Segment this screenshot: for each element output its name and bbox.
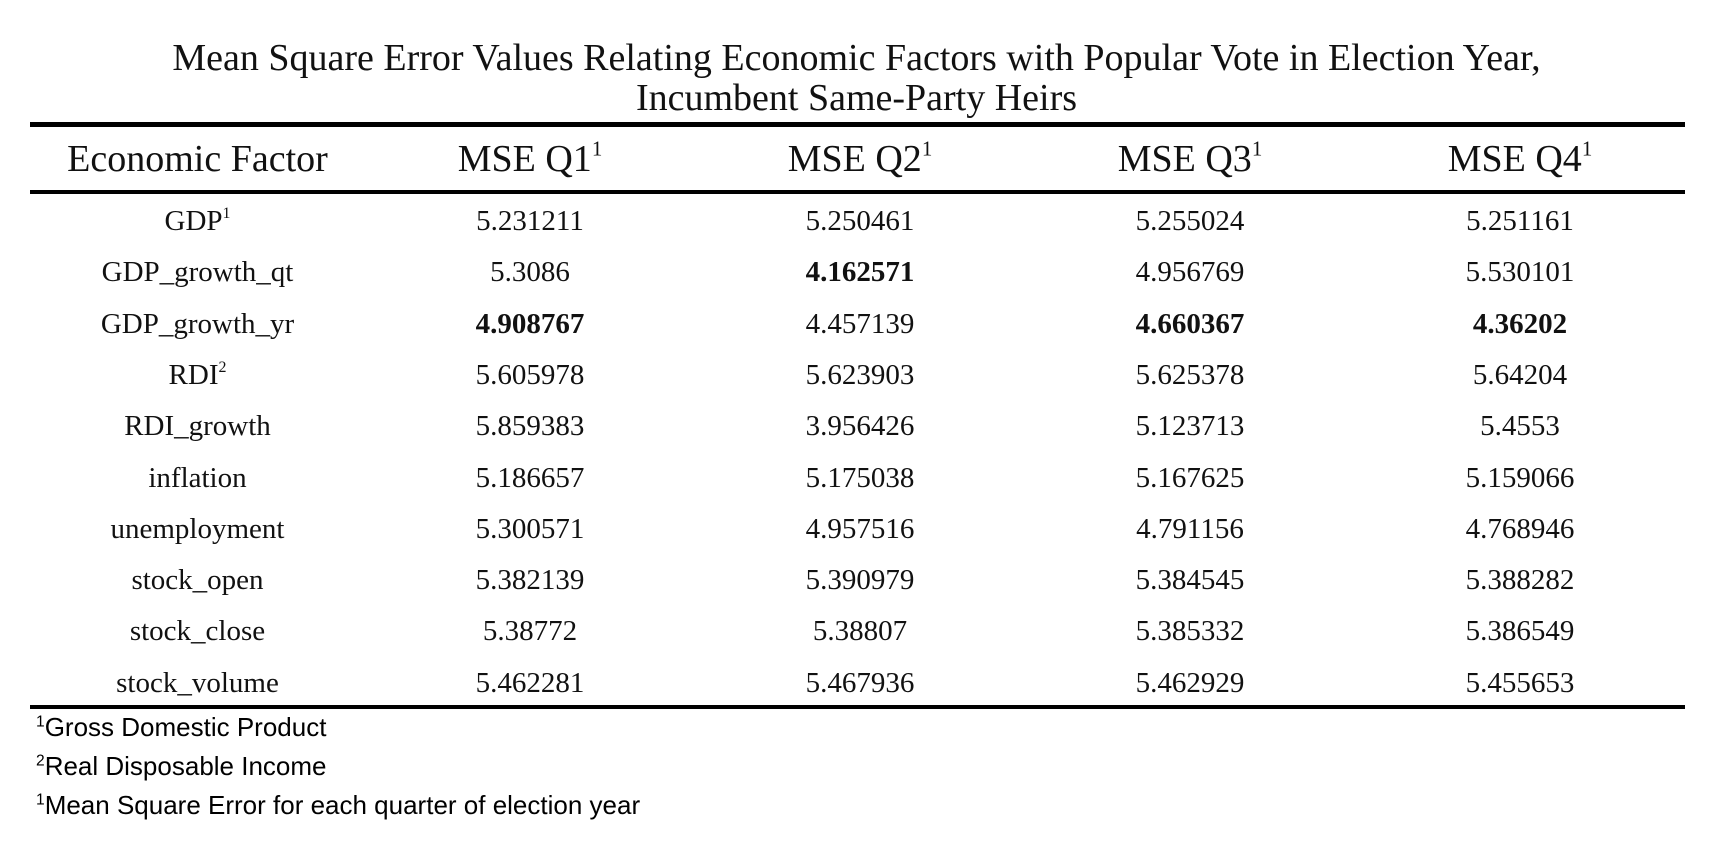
footnote-rdi: 2Real Disposable Income [36, 751, 327, 781]
table-title-line-2: Incumbent Same-Party Heirs [635, 77, 1078, 119]
header-economic-factor: Economic Factor [30, 137, 365, 181]
row-factor-cell: RDI2 [30, 358, 365, 392]
factor-label: stock_close [129, 615, 266, 647]
header-footnote-mark: 1 [921, 136, 933, 161]
mse-q3-cell: 4.956769 [1135, 256, 1245, 288]
mse-q3-cell: 5.385332 [1135, 615, 1245, 647]
header-label: MSE Q4 [1447, 138, 1582, 180]
mse-q4-cell: 5.4553 [1480, 410, 1560, 442]
mse-q3-cell: 5.462929 [1135, 667, 1245, 699]
mse-q1-cell: 5.186657 [475, 462, 585, 494]
mse-q2-cell: 5.175038 [805, 462, 915, 494]
header-mse-q2: MSE Q21 [695, 137, 1025, 181]
mse-q3-cell: 4.660367 [1135, 308, 1245, 340]
mse-q3-cell: 5.255024 [1135, 205, 1245, 237]
row-factor-cell: stock_open [30, 563, 365, 597]
footnote-text: Real Disposable Income [44, 751, 327, 781]
mse-q1-cell: 5.462281 [475, 667, 585, 699]
table-top-rule [30, 122, 1685, 127]
mse-q2-cell: 5.467936 [805, 667, 915, 699]
mse-q1-cell: 5.300571 [475, 513, 585, 545]
header-footnote-mark: 1 [1581, 136, 1593, 161]
mse-q3-cell: 5.167625 [1135, 462, 1245, 494]
mse-q1-cell: 4.908767 [475, 308, 585, 340]
mse-q2-cell: 3.956426 [805, 410, 915, 442]
mse-q4-cell: 4.36202 [1472, 308, 1568, 340]
factor-label: unemployment [110, 513, 285, 545]
factor-label: RDI_growth [124, 410, 271, 442]
factor-label: GDP_growth_qt [101, 256, 294, 288]
mse-q1-cell: 5.231211 [476, 205, 584, 237]
header-label: MSE Q3 [1117, 138, 1252, 180]
footnote-mark: 1 [36, 713, 45, 731]
header-mse-q3: MSE Q31 [1025, 137, 1355, 181]
mse-q2-cell: 5.250461 [805, 205, 915, 237]
factor-label: GDP_growth_yr [100, 308, 295, 340]
row-factor-cell: GDP_growth_qt [30, 255, 365, 289]
mse-q2-cell: 4.162571 [805, 256, 915, 288]
row-factor-cell: stock_volume [30, 666, 365, 700]
row-factor-cell: RDI_growth [30, 409, 365, 443]
footnote-text: Mean Square Error for each quarter of el… [44, 790, 641, 820]
mse-q4-cell: 5.455653 [1465, 667, 1575, 699]
mse-q3-cell: 5.625378 [1135, 359, 1245, 391]
factor-label: RDI [168, 359, 219, 391]
mse-q4-cell: 5.530101 [1465, 256, 1575, 288]
header-label: MSE Q2 [787, 138, 922, 180]
header-mse-q4: MSE Q41 [1355, 137, 1685, 181]
mse-q1-cell: 5.3086 [490, 256, 570, 288]
mse-q2-cell: 5.38807 [812, 615, 908, 647]
mse-q4-cell: 5.64204 [1472, 359, 1568, 391]
footnote-text: Gross Domestic Product [44, 712, 327, 742]
footnote-mark: 1 [36, 791, 45, 809]
row-factor-cell: inflation [30, 461, 365, 495]
factor-label: GDP [164, 205, 223, 237]
mse-q4-cell: 5.159066 [1465, 462, 1575, 494]
factor-footnote-mark: 1 [222, 205, 231, 223]
factor-footnote-mark: 2 [218, 359, 227, 377]
header-label: MSE Q1 [457, 138, 592, 180]
mse-q2-cell: 4.457139 [805, 308, 915, 340]
mse-q4-cell: 5.251161 [1466, 205, 1574, 237]
table-bottom-rule [30, 705, 1685, 709]
mse-q1-cell: 5.382139 [475, 564, 585, 596]
mse-q4-cell: 4.768946 [1465, 513, 1575, 545]
mse-q1-cell: 5.38772 [482, 615, 578, 647]
footnote-mse: 1Mean Square Error for each quarter of e… [36, 790, 640, 820]
mse-q1-cell: 5.605978 [475, 359, 585, 391]
header-mse-q1: MSE Q11 [365, 137, 695, 181]
header-footnote-mark: 1 [591, 136, 603, 161]
mse-q3-cell: 5.384545 [1135, 564, 1245, 596]
table-title-line-1: Mean Square Error Values Relating Econom… [172, 37, 1541, 79]
header-footnote-mark: 1 [1251, 136, 1263, 161]
mse-q1-cell: 5.859383 [475, 410, 585, 442]
mse-q3-cell: 5.123713 [1135, 410, 1245, 442]
mse-q4-cell: 5.388282 [1465, 564, 1575, 596]
mse-q2-cell: 5.390979 [805, 564, 915, 596]
row-factor-cell: unemployment [30, 512, 365, 546]
footnote-mark: 2 [36, 752, 45, 770]
factor-label: inflation [148, 462, 247, 494]
header-label: Economic Factor [67, 138, 328, 180]
row-factor-cell: GDP1 [30, 204, 365, 238]
mse-q2-cell: 4.957516 [805, 513, 915, 545]
table-header-rule [30, 190, 1685, 194]
mse-q2-cell: 5.623903 [805, 359, 915, 391]
row-factor-cell: stock_close [30, 614, 365, 648]
footnote-gdp: 1Gross Domestic Product [36, 712, 326, 742]
mse-q3-cell: 4.791156 [1136, 513, 1244, 545]
mse-q4-cell: 5.386549 [1465, 615, 1575, 647]
factor-label: stock_open [131, 564, 264, 596]
factor-label: stock_volume [116, 667, 279, 699]
row-factor-cell: GDP_growth_yr [30, 307, 365, 341]
